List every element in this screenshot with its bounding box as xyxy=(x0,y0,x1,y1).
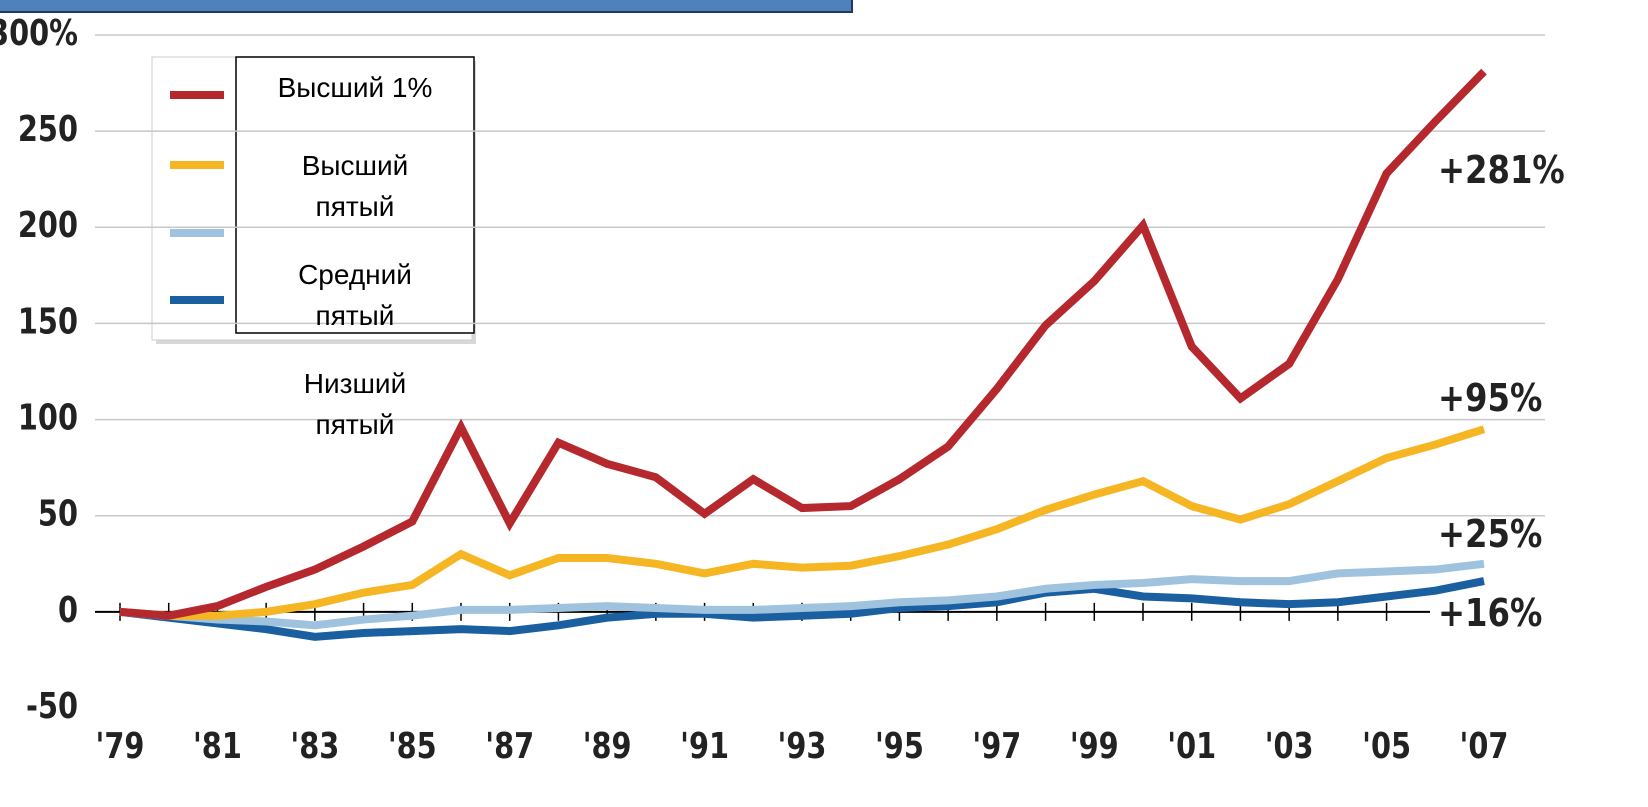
banner xyxy=(0,0,853,13)
series-line xyxy=(119,68,1487,620)
legend-text-box xyxy=(235,56,475,334)
y-tick-label: 150 xyxy=(18,300,78,342)
x-tick-label: '99 xyxy=(1070,725,1119,767)
y-tick-label: 250 xyxy=(18,108,78,150)
legend-label: Высший 1% xyxy=(277,72,433,103)
x-tick-label: '05 xyxy=(1362,725,1411,767)
y-tick-label: 300% xyxy=(0,12,78,54)
legend-label: Высший пятый xyxy=(301,150,409,222)
data-label: +95% xyxy=(1438,376,1542,420)
x-tick-label: '03 xyxy=(1265,725,1314,767)
y-tick-label: 0 xyxy=(58,589,78,631)
series-line xyxy=(119,559,1485,630)
y-tick-label: 50 xyxy=(38,493,78,535)
x-tick-label: '95 xyxy=(875,725,924,767)
x-tick-label: '85 xyxy=(388,725,437,767)
x-tick-label: '97 xyxy=(972,725,1021,767)
x-tick-label: '01 xyxy=(1167,725,1216,767)
legend-label: Средний пятый xyxy=(298,259,412,331)
data-label: +25% xyxy=(1438,512,1542,556)
series-line xyxy=(119,577,1485,641)
legend-label: Низший пятый xyxy=(303,368,407,440)
x-tick-label: '81 xyxy=(193,725,242,767)
x-tick-label: '93 xyxy=(778,725,827,767)
y-tick-label: -50 xyxy=(26,685,78,727)
x-tick-label: '87 xyxy=(485,725,534,767)
x-tick-label: '89 xyxy=(583,725,632,767)
y-tick-label: 200 xyxy=(18,204,78,246)
x-tick-label: '91 xyxy=(680,725,729,767)
series-line xyxy=(119,425,1486,620)
x-tick-label: '83 xyxy=(290,725,339,767)
data-label: +16% xyxy=(1438,591,1542,635)
x-tick-label: '07 xyxy=(1460,725,1509,767)
data-label: +281% xyxy=(1438,148,1565,192)
x-tick-label: '79 xyxy=(96,725,145,767)
y-tick-label: 100 xyxy=(18,396,78,438)
